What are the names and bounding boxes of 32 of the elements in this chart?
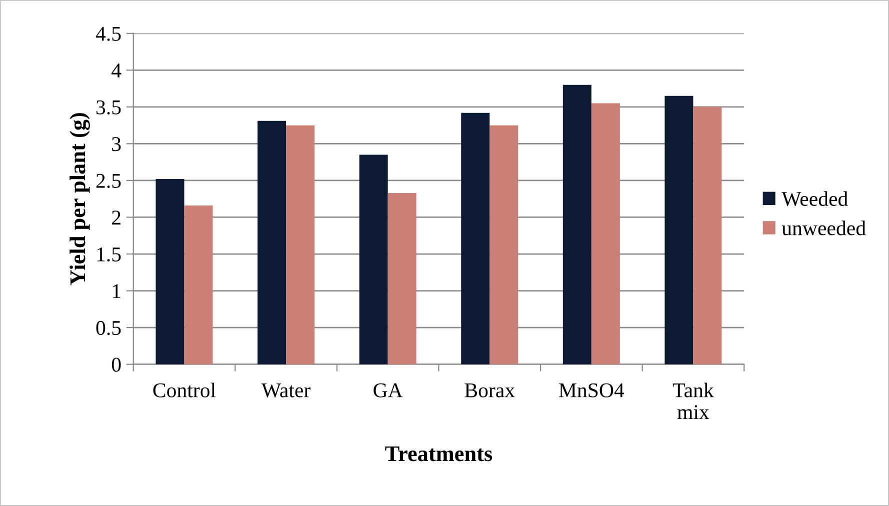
x-tick-label: MnSO4: [559, 383, 624, 398]
bar: [693, 106, 722, 364]
bar: [184, 205, 213, 364]
x-tick-label: Tank mix: [672, 382, 714, 419]
y-tick-label: 2.5: [96, 174, 121, 188]
bar: [490, 125, 518, 364]
y-tick-label: 2: [112, 210, 120, 224]
x-tick-label: Borax: [464, 384, 515, 398]
bar: [359, 154, 388, 364]
bar: [286, 125, 315, 364]
legend-label: unweeded: [782, 220, 866, 236]
y-axis-title: Yield per plant (g): [70, 113, 90, 286]
y-tick-label: 3.5: [96, 100, 121, 114]
y-tick-label: 4.5: [96, 26, 121, 41]
bar: [591, 103, 620, 364]
y-tick-label: 0.5: [96, 320, 121, 336]
bar: [388, 192, 416, 364]
y-tick-label: 1: [112, 284, 120, 298]
bar: [461, 112, 490, 364]
bar: [562, 84, 592, 364]
y-tick-label: 0: [112, 358, 121, 372]
legend-label: Weeded: [782, 191, 848, 206]
x-tick-label: GA: [374, 383, 403, 398]
y-tick-label: 4: [112, 64, 122, 78]
x-axis-title: Treatments: [385, 446, 492, 462]
x-tick-label: Water: [261, 384, 310, 398]
bar: [664, 96, 694, 364]
y-tick-label: 3: [112, 137, 121, 152]
y-tick-label: 1.5: [97, 247, 121, 262]
bar: [258, 120, 286, 364]
bar: [156, 179, 184, 364]
x-tick-label: Control: [153, 382, 216, 398]
